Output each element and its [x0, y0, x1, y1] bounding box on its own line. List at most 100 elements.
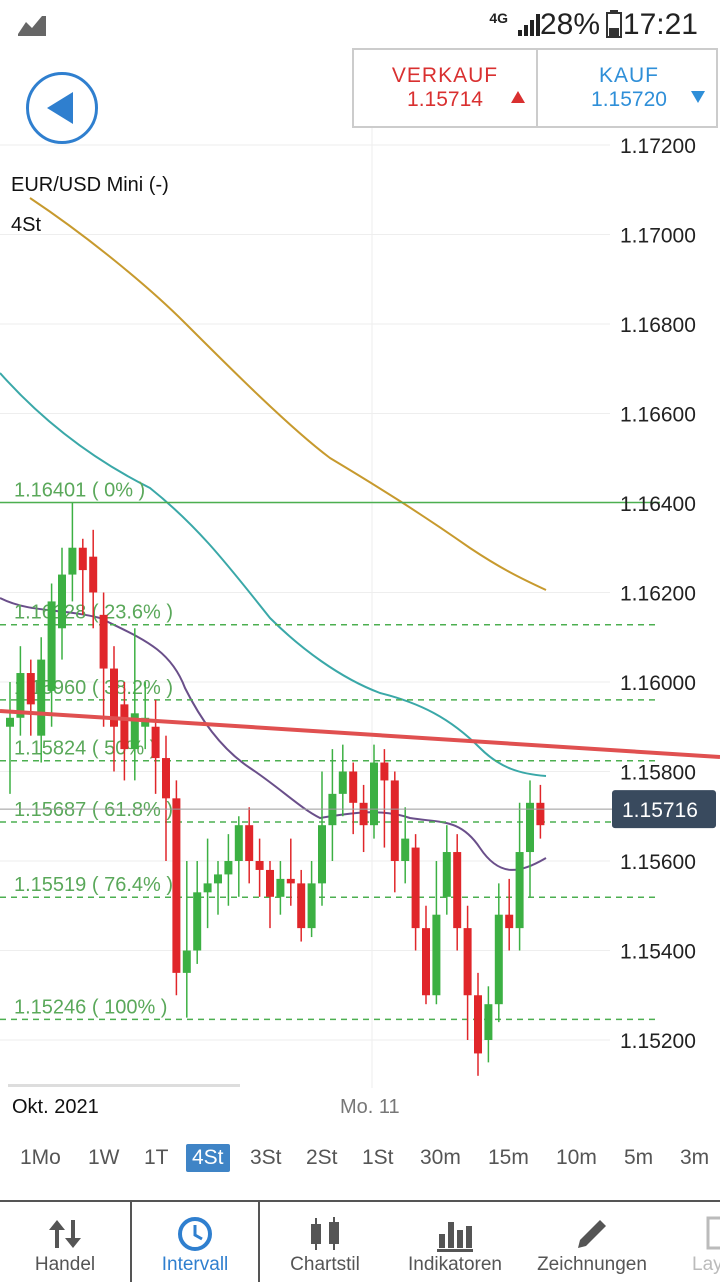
y-tick-label: 1.16400 — [620, 493, 696, 516]
timeframe-label: 4St — [11, 214, 42, 236]
candle-body — [214, 874, 222, 884]
x-axis: Okt. 2021 Mo. 11 — [0, 1084, 720, 1124]
app-chart-icon — [18, 16, 46, 36]
interval-1mo[interactable]: 1Mo — [20, 1146, 61, 1169]
interval-5m[interactable]: 5m — [624, 1146, 654, 1169]
candle-body — [37, 659, 46, 736]
candle-body — [203, 883, 212, 893]
candle-body — [307, 883, 316, 929]
candle-body — [370, 762, 378, 826]
current-price-label: 1.15716 — [622, 799, 698, 822]
interval-1t[interactable]: 1T — [144, 1146, 169, 1169]
candle-body — [390, 780, 399, 861]
candle-body — [120, 704, 129, 750]
interval-2st[interactable]: 2St — [306, 1146, 338, 1169]
tab-intervall[interactable]: Intervall — [132, 1202, 258, 1282]
tab-chartstil-label: Chartstil — [290, 1254, 360, 1275]
instrument-label: EUR/USD Mini (-) — [11, 174, 169, 196]
tab-zeichnungen-label: Zeichnungen — [537, 1254, 647, 1275]
sell-button[interactable]: VERKAUF 1.15714 — [354, 50, 538, 126]
y-tick-label: 1.15400 — [620, 940, 696, 963]
x-label-okt: Okt. 2021 — [12, 1096, 99, 1119]
trend-line — [0, 709, 720, 759]
battery-icon — [606, 10, 622, 38]
tab-indikatoren[interactable]: Indikatoren — [392, 1202, 518, 1282]
x-label-mo: Mo. 11 — [340, 1096, 400, 1118]
status-bar: 4G 28% 17:21 — [0, 0, 720, 50]
y-tick-label: 1.15800 — [620, 761, 696, 784]
candle-body — [245, 825, 254, 861]
candle-body — [172, 798, 181, 973]
candle-body — [16, 673, 25, 718]
candle-body — [162, 758, 170, 799]
y-tick-label: 1.15600 — [620, 851, 696, 874]
bars-icon — [437, 1222, 473, 1252]
candle-body — [89, 556, 98, 593]
candle-body — [130, 713, 139, 750]
interval-3m[interactable]: 3m — [680, 1146, 710, 1169]
y-tick-label: 1.17200 — [620, 135, 696, 158]
current-price-badge — [612, 790, 716, 829]
buy-price: 1.15720 — [591, 88, 667, 111]
back-button[interactable] — [26, 72, 98, 144]
tab-indikatoren-label: Indikatoren — [407, 1254, 502, 1275]
battery-percent: 28% — [539, 8, 600, 41]
pencil-icon — [578, 1220, 606, 1248]
interval-30m[interactable]: 30m — [420, 1146, 461, 1169]
chart-canvas[interactable]: 1.16401 ( 0% )1.16128 ( 23.6% )1.15960 (… — [0, 128, 720, 1088]
candle-body — [68, 547, 77, 575]
fib-label: 1.15246 ( 100% ) — [14, 996, 167, 1018]
candle-body — [380, 762, 389, 781]
candle-body — [297, 883, 306, 929]
interval-10m[interactable]: 10m — [556, 1146, 597, 1169]
candle-body — [526, 802, 534, 853]
price-chart[interactable]: 1.16401 ( 0% ) 1.16128 ( 23.6% ) 1.15960 (… — [0, 128, 720, 1128]
candle-body — [536, 802, 545, 826]
candle-body — [401, 838, 410, 861]
y-tick-label: 1.16000 — [620, 672, 696, 695]
tab-zeichnungen[interactable]: Zeichnungen — [522, 1202, 662, 1282]
y-tick-label: 1.16800 — [620, 314, 696, 337]
tab-handel[interactable]: Handel — [0, 1202, 130, 1282]
interval-1st[interactable]: 1St — [362, 1146, 394, 1169]
ma-long-line — [29, 197, 547, 591]
clock: 17:21 — [622, 8, 698, 41]
candle-body — [505, 914, 514, 929]
back-arrow-icon — [47, 92, 73, 124]
y-tick-label: 1.15200 — [620, 1030, 696, 1053]
up-triangle-icon — [511, 91, 525, 103]
candle-body — [110, 668, 118, 727]
candle-body — [234, 825, 243, 861]
candle-body — [411, 847, 420, 929]
candle-body — [432, 914, 441, 996]
fib-label: 1.15519 ( 76.4% ) — [14, 874, 173, 896]
tab-layout[interactable]: Lay — [672, 1202, 720, 1282]
clock-icon — [178, 1217, 212, 1251]
candle-body — [338, 771, 347, 794]
tab-intervall-label: Intervall — [161, 1254, 229, 1275]
candle-body — [276, 878, 285, 897]
candle-body — [484, 1004, 493, 1040]
candle-body — [78, 547, 87, 571]
sell-price: 1.15714 — [407, 88, 483, 111]
candle-body — [422, 928, 430, 996]
candle-body — [58, 574, 66, 629]
candle-body — [359, 802, 368, 826]
interval-4st[interactable]: 4St — [186, 1144, 230, 1172]
interval-3st[interactable]: 3St — [250, 1146, 282, 1169]
swap-icon — [49, 1220, 81, 1248]
y-tick-label: 1.16600 — [620, 403, 696, 426]
signal-icon — [518, 14, 540, 36]
interval-15m[interactable]: 15m — [488, 1146, 529, 1169]
candle-body — [266, 869, 274, 897]
candle-body — [151, 726, 160, 759]
tab-chartstil[interactable]: Chartstil — [260, 1202, 390, 1282]
y-tick-label: 1.16200 — [620, 582, 696, 605]
candle-body — [349, 771, 358, 803]
buy-button[interactable]: KAUF 1.15720 — [538, 50, 720, 126]
candle-body — [47, 601, 56, 691]
layout-icon — [706, 1216, 720, 1250]
interval-1w[interactable]: 1W — [88, 1146, 120, 1169]
candle-body — [182, 950, 191, 973]
candle-body — [99, 614, 108, 669]
